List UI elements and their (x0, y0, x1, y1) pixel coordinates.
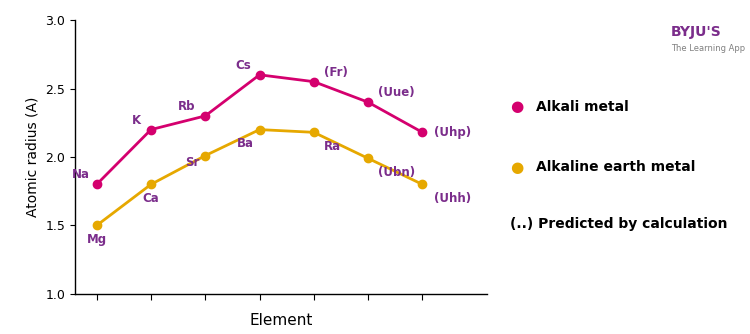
Text: (Uue): (Uue) (378, 86, 415, 99)
Text: (Fr): (Fr) (323, 65, 347, 78)
Text: (Uhp): (Uhp) (434, 126, 472, 139)
Text: Mg: Mg (87, 233, 106, 245)
X-axis label: Element: Element (250, 313, 313, 328)
Text: Cs: Cs (236, 59, 251, 72)
Text: (Ubn): (Ubn) (378, 166, 415, 179)
Text: K: K (132, 114, 141, 127)
Text: Sr: Sr (185, 156, 200, 169)
Text: Na: Na (72, 168, 90, 181)
Text: Alkali metal: Alkali metal (536, 100, 629, 114)
Text: ●: ● (510, 100, 524, 114)
Y-axis label: Atomic radius (A): Atomic radius (A) (26, 97, 40, 217)
Text: (Uhh): (Uhh) (434, 192, 472, 204)
Text: ●: ● (510, 160, 524, 174)
Text: BYJU'S: BYJU'S (671, 25, 722, 39)
Text: (..) Predicted by calculation: (..) Predicted by calculation (510, 217, 728, 231)
Text: B: B (640, 35, 650, 49)
Text: Ca: Ca (142, 192, 159, 204)
Text: Ra: Ra (323, 140, 340, 153)
Text: Rb: Rb (178, 100, 196, 113)
Text: The Learning App: The Learning App (671, 44, 746, 53)
Text: Ba: Ba (237, 137, 254, 150)
Text: Alkaline earth metal: Alkaline earth metal (536, 160, 696, 174)
